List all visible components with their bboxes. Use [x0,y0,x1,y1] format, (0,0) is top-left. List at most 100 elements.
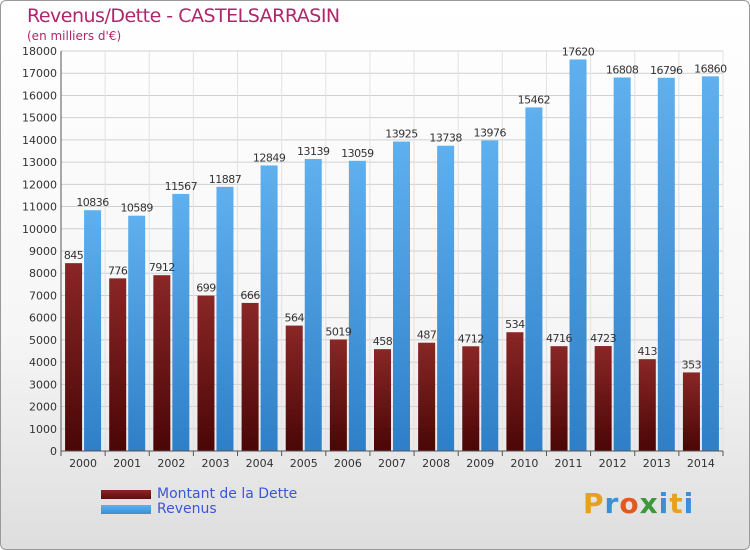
revenue-bar [128,215,146,451]
chart-title: Revenus/Dette - CASTELSARRASIN [27,5,340,27]
revenue-bar [304,159,322,451]
revenue-bar [613,77,631,451]
debt-value-label: 413 [638,345,658,358]
revenue-value-label: 15462 [518,93,551,106]
debt-bar [285,325,303,451]
revenue-bar [348,160,366,452]
y-tick-label: 14000 [22,134,57,147]
revenue-value-label: 13738 [429,132,462,145]
revenue-bar [216,186,234,451]
x-tick-label: 2001 [113,457,141,470]
revenue-value-label: 10589 [120,202,153,215]
x-tick-label: 2000 [69,457,97,470]
y-tick-label: 0 [50,445,57,458]
revenue-bar [172,193,190,451]
debt-value-label: 699 [196,282,216,295]
x-tick-label: 2012 [599,457,627,470]
revenue-bar [437,145,455,451]
y-tick-label: 10000 [22,223,57,236]
logo-letter: r [604,487,620,520]
y-tick-label: 6000 [29,312,57,325]
debt-bar [374,349,391,451]
debt-value-label: 353 [682,358,702,371]
y-tick-label: 8000 [29,267,57,280]
revenue-bar [657,77,675,451]
x-tick-label: 2010 [510,457,538,470]
x-tick-label: 2013 [643,457,671,470]
y-tick-label: 4000 [29,356,57,369]
x-tick-label: 2004 [246,457,274,470]
y-tick-label: 17000 [22,67,57,80]
debt-value-label: 4716 [546,332,572,345]
proxiti-logo: Proxiti [583,487,694,520]
debt-value-label: 666 [240,289,260,302]
debt-value-label: 4723 [590,332,616,345]
revenue-bar [260,165,278,451]
revenue-value-label: 13925 [385,128,418,141]
y-tick-label: 18000 [22,45,57,58]
revenue-bar [569,59,587,451]
x-tick-label: 2005 [290,457,318,470]
y-tick-label: 7000 [29,289,57,302]
x-tick-label: 2002 [157,457,185,470]
debt-bar [153,275,171,451]
x-tick-label: 2011 [555,457,583,470]
y-tick-label: 5000 [29,334,57,347]
y-tick-label: 9000 [29,245,57,258]
logo-letter: o [619,487,640,520]
logo-letter: i [658,487,670,520]
debt-value-label: 776 [108,264,128,277]
debt-bar [550,346,568,451]
revenue-value-label: 12849 [253,151,286,164]
debt-bar [65,263,83,451]
y-tick-label: 2000 [29,401,57,414]
revenue-value-label: 13059 [341,147,374,160]
debt-bar [462,346,480,451]
revenue-value-label: 16796 [650,64,683,77]
x-tick-label: 2006 [334,457,362,470]
debt-bar [418,342,436,451]
revenue-bar [393,141,410,452]
y-tick-label: 13000 [22,156,57,169]
debt-value-label: 534 [505,318,525,331]
revenue-bar [481,140,499,451]
logo-letter: x [639,487,659,520]
revenue-value-label: 11567 [165,180,198,193]
debt-value-label: 564 [284,312,304,325]
y-tick-label: 11000 [22,201,57,214]
x-tick-label: 2014 [687,457,715,470]
debt-value-label: 5019 [325,325,351,338]
debt-bar [506,332,524,451]
debt-bar [197,295,215,451]
debt-bar [682,372,700,451]
revenue-value-label: 16808 [606,63,639,76]
debt-bar [638,359,656,451]
debt-bar [594,346,612,451]
debt-value-label: 4712 [458,332,484,345]
legend-swatch-debt [101,490,151,499]
debt-value-label: 487 [417,329,437,342]
y-tick-label: 15000 [22,112,57,125]
revenue-value-label: 13976 [474,126,507,139]
y-tick-label: 3000 [29,378,57,391]
debt-bar [241,302,259,451]
debt-value-label: 845 [64,249,84,262]
debt-value-label: 458 [373,335,393,348]
revenue-bar [84,210,102,451]
x-tick-label: 2003 [201,457,229,470]
legend-label-revenue: Revenus [157,501,217,517]
y-tick-label: 16000 [22,89,57,102]
legend-label-debt: Montant de la Dette [157,486,298,502]
revenue-value-label: 13139 [297,145,330,158]
revenue-value-label: 17620 [562,45,595,58]
debt-value-label: 7912 [149,261,175,274]
debt-bar [329,339,347,451]
x-tick-label: 2007 [378,457,406,470]
chart-subtitle: (en milliers d'€) [27,29,122,43]
x-tick-label: 2009 [466,457,494,470]
revenue-bar [525,107,543,452]
y-tick-label: 12000 [22,178,57,191]
revenue-value-label: 10836 [76,196,109,209]
